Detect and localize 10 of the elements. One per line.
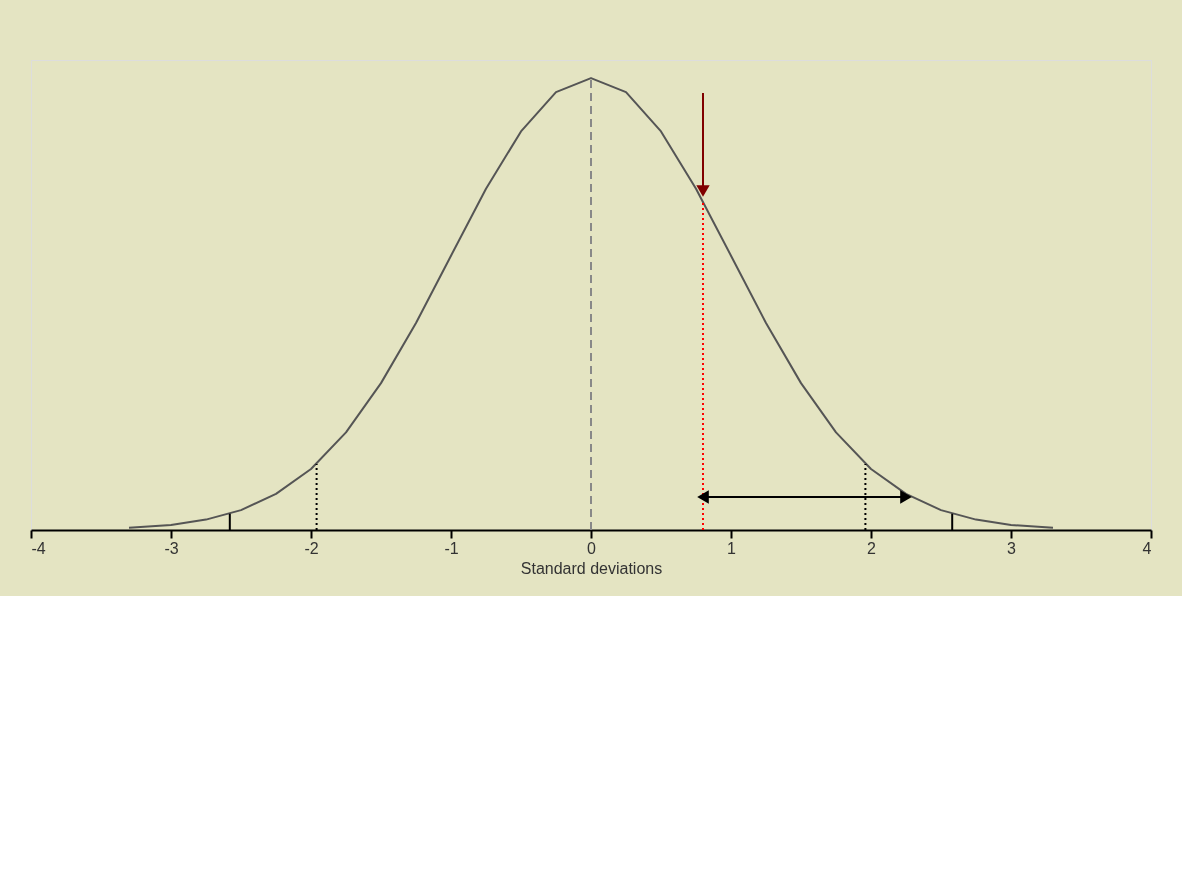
x-tick-label: -3 bbox=[164, 539, 179, 557]
x-tick-label: 2 bbox=[867, 539, 877, 557]
x-tick-label: -2 bbox=[304, 539, 319, 557]
x-tick-label: 1 bbox=[727, 539, 737, 557]
x-tick-label: -4 bbox=[31, 539, 46, 557]
x-tick-label: 3 bbox=[1007, 539, 1017, 557]
x-tick-label: 4 bbox=[1142, 539, 1152, 557]
x-axis-title: Standard deviations bbox=[520, 559, 663, 577]
x-tick-label: 0 bbox=[587, 539, 597, 557]
x-tick-label: -1 bbox=[444, 539, 459, 557]
